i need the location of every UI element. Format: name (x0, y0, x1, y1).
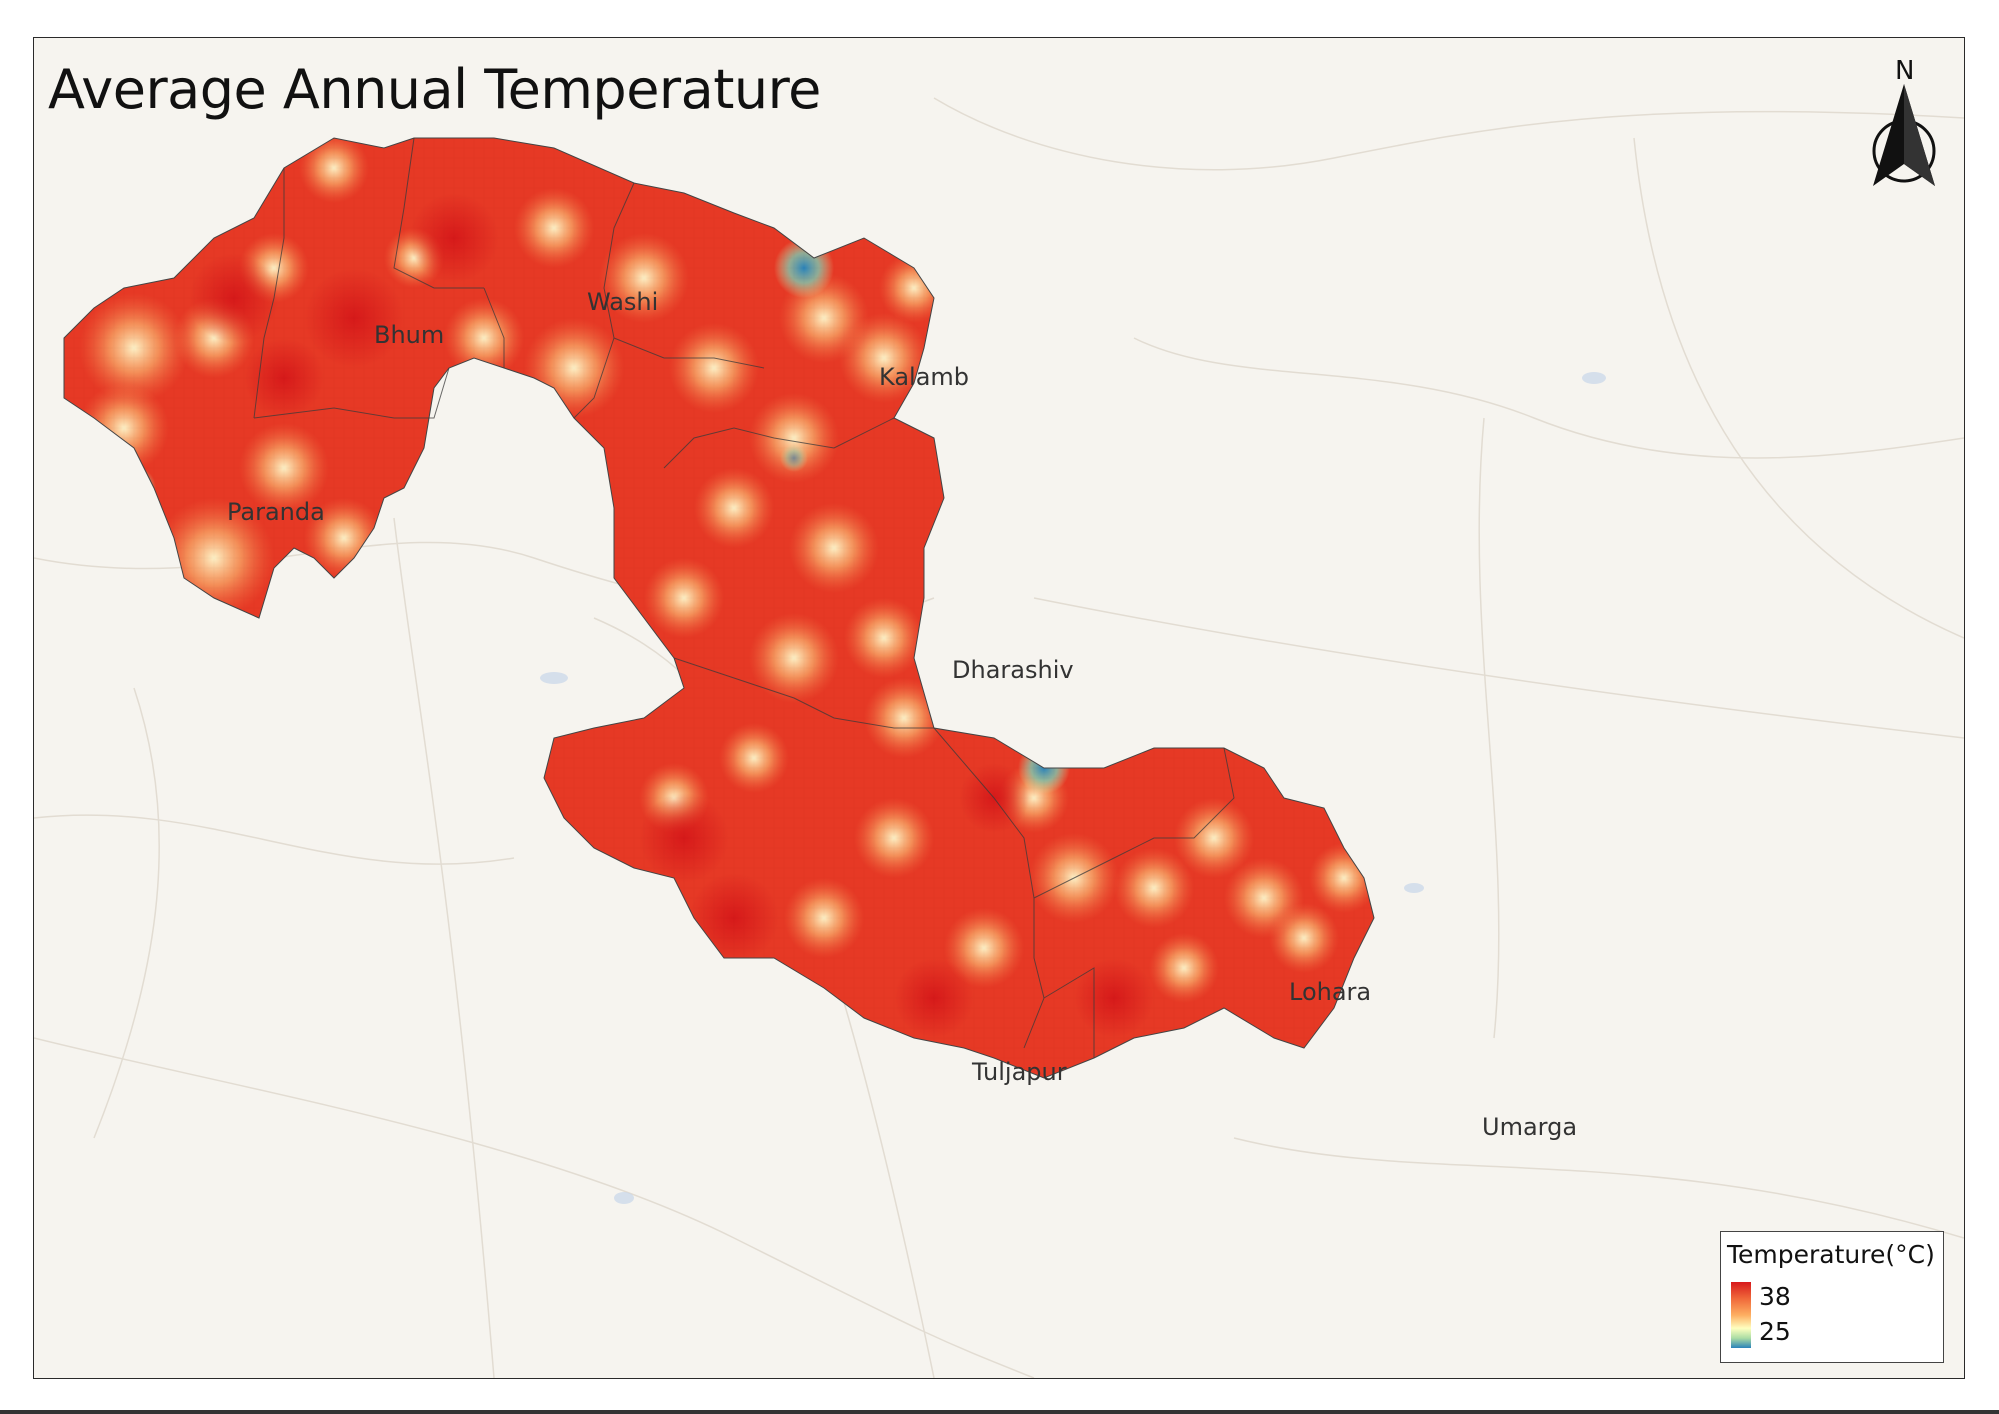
legend-max-label: 38 (1759, 1282, 1791, 1311)
region-label-tuljapur: Tuljapur (972, 1058, 1067, 1086)
region-label-dharashiv: Dharashiv (952, 656, 1074, 684)
map-canvas[interactable] (34, 38, 1964, 1378)
map-title: Average Annual Temperature (48, 58, 821, 121)
region-label-umarga: Umarga (1482, 1113, 1578, 1141)
taluka-boundaries (253, 137, 1235, 1058)
north-arrow: N (1859, 56, 1949, 191)
region-label-paranda: Paranda (227, 498, 325, 526)
map-frame: Average Annual Temperature Bhum Washi Ka… (33, 37, 1965, 1379)
legend-min-label: 25 (1759, 1317, 1791, 1346)
region-label-lohara: Lohara (1289, 978, 1372, 1006)
legend-title: Temperature(°C) (1727, 1240, 1935, 1269)
region-label-washi: Washi (587, 288, 659, 316)
region-label-bhum: Bhum (374, 321, 445, 349)
legend: Temperature(°C) 38 25 (1720, 1231, 1944, 1363)
north-arrow-icon (1872, 84, 1936, 186)
region-label-kalamb: Kalamb (879, 363, 970, 391)
legend-color-ramp (1731, 1282, 1751, 1348)
basemap-roads (34, 97, 1964, 1378)
temperature-raster (64, 138, 1374, 1078)
north-label: N (1895, 56, 1915, 86)
bottom-rule (0, 1410, 1999, 1414)
